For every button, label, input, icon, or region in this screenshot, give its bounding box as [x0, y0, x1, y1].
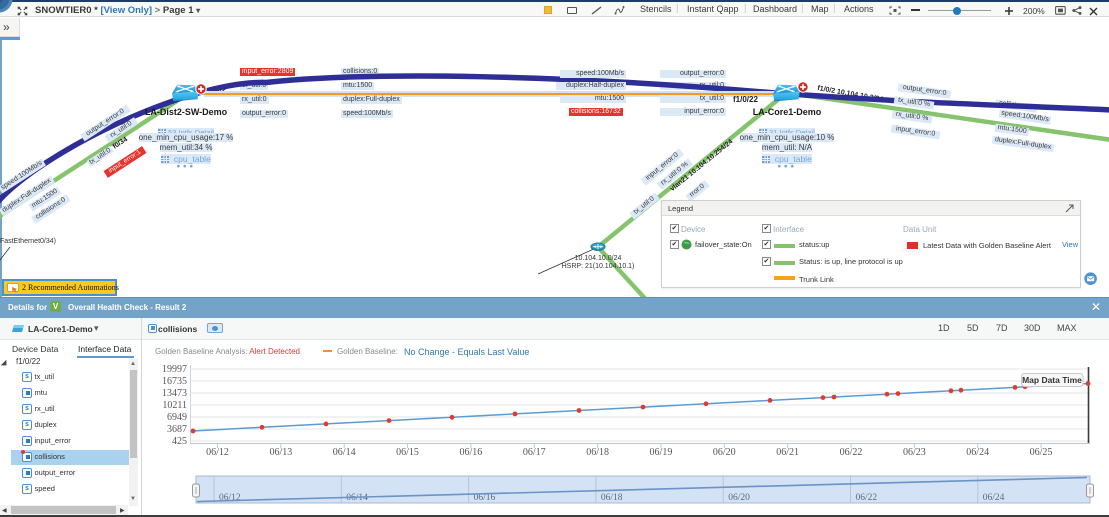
svg-text:06/13: 06/13	[269, 447, 292, 458]
svg-text:13473: 13473	[162, 388, 187, 399]
svg-text:06/12: 06/12	[206, 447, 229, 458]
svg-text:06/25: 06/25	[1030, 447, 1053, 458]
svg-text:06/14: 06/14	[346, 493, 368, 503]
svg-text:06/22: 06/22	[840, 447, 863, 458]
svg-text:06/19: 06/19	[650, 447, 673, 458]
svg-text:16735: 16735	[162, 376, 187, 387]
svg-text:19997: 19997	[162, 364, 187, 375]
svg-text:06/16: 06/16	[460, 447, 483, 458]
svg-text:06/17: 06/17	[523, 447, 546, 458]
svg-text:06/18: 06/18	[601, 493, 623, 503]
svg-text:3687: 3687	[167, 424, 187, 435]
svg-text:06/16: 06/16	[474, 493, 496, 503]
svg-text:06/24: 06/24	[966, 447, 989, 458]
svg-text:06/21: 06/21	[776, 447, 799, 458]
svg-text:06/12: 06/12	[219, 493, 241, 503]
svg-text:06/15: 06/15	[396, 447, 419, 458]
svg-text:06/20: 06/20	[713, 447, 736, 458]
svg-text:06/20: 06/20	[728, 493, 750, 503]
svg-text:10211: 10211	[162, 400, 187, 411]
svg-text:425: 425	[172, 436, 187, 447]
svg-text:06/22: 06/22	[856, 493, 878, 503]
svg-text:06/14: 06/14	[333, 447, 356, 458]
svg-text:06/24: 06/24	[983, 493, 1005, 503]
svg-text:Map Data Time: Map Data Time	[1022, 375, 1082, 385]
svg-text:6949: 6949	[167, 412, 187, 423]
svg-text:06/23: 06/23	[903, 447, 926, 458]
svg-text:06/18: 06/18	[586, 447, 609, 458]
